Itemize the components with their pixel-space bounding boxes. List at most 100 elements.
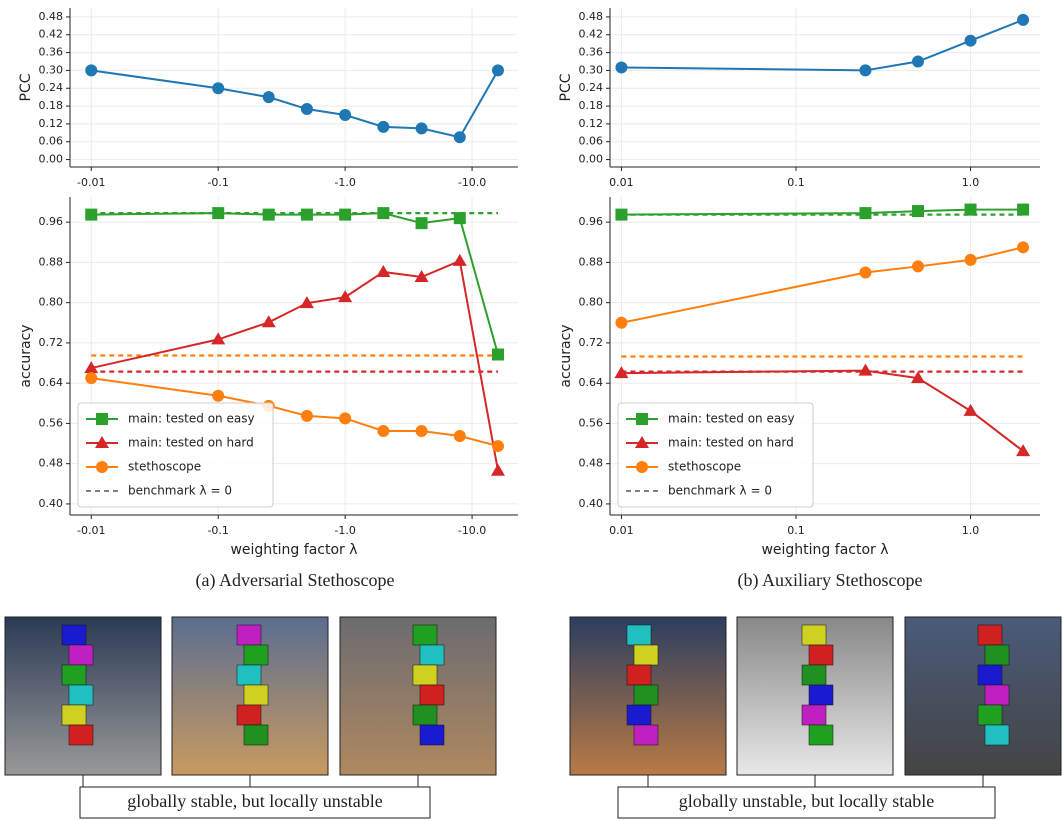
photo-cube <box>69 645 93 665</box>
y-tick-label: 0.96 <box>39 215 64 228</box>
marker <box>615 317 627 329</box>
series-line <box>621 247 1023 322</box>
y-tick-label: 0.12 <box>39 117 64 130</box>
caption: (a) Adversarial Stethoscope <box>196 570 395 591</box>
marker <box>1017 204 1029 216</box>
marker <box>212 82 224 94</box>
marker <box>615 209 627 221</box>
marker <box>859 64 871 76</box>
marker <box>454 212 466 224</box>
photo-cube <box>237 705 261 725</box>
marker <box>491 464 505 476</box>
legend-label: benchmark λ = 0 <box>128 484 232 498</box>
photo-cube <box>420 685 444 705</box>
series-line <box>621 20 1023 71</box>
photo-cube <box>627 705 651 725</box>
photo-cube <box>413 705 437 725</box>
x-tick-label: 0.01 <box>609 176 634 189</box>
y-tick-label: 0.72 <box>39 336 64 349</box>
marker <box>454 430 466 442</box>
y-axis-label: accuracy <box>558 324 574 387</box>
photo-cube <box>420 725 444 745</box>
photo-cube <box>634 645 658 665</box>
photo-cube <box>634 685 658 705</box>
y-tick-label: 0.80 <box>579 296 604 309</box>
y-tick-label: 0.12 <box>579 117 604 130</box>
x-tick-label: 1.0 <box>962 176 980 189</box>
marker <box>376 265 390 277</box>
x-tick-label: -0.1 <box>207 524 228 537</box>
marker <box>85 209 97 221</box>
x-tick-label: 1.0 <box>962 524 980 537</box>
marker <box>263 91 275 103</box>
legend-marker <box>96 413 108 425</box>
marker <box>301 410 313 422</box>
legend-label: stethoscope <box>128 460 201 474</box>
marker <box>454 131 466 143</box>
marker <box>964 404 978 416</box>
photo-cube <box>809 725 833 745</box>
y-tick-label: 0.56 <box>579 416 604 429</box>
photo-cube <box>802 625 826 645</box>
y-tick-label: 0.80 <box>39 296 64 309</box>
marker <box>301 209 313 221</box>
legend-label: benchmark λ = 0 <box>668 484 772 498</box>
y-tick-label: 0.18 <box>39 99 64 112</box>
photo-cube <box>62 625 86 645</box>
legend-label: main: tested on easy <box>128 412 255 426</box>
legend-marker <box>636 461 648 473</box>
marker <box>301 103 313 115</box>
figure: 0.000.060.120.180.240.300.360.420.48-0.0… <box>0 0 1062 820</box>
photo-cube <box>62 705 86 725</box>
y-tick-label: 0.64 <box>39 376 64 389</box>
y-tick-label: 0.42 <box>39 28 64 41</box>
marker <box>338 290 352 302</box>
marker <box>212 207 224 219</box>
legend-marker <box>636 413 648 425</box>
y-tick-label: 0.42 <box>579 28 604 41</box>
legend-label: main: tested on hard <box>668 436 794 450</box>
y-tick-label: 0.48 <box>39 10 64 23</box>
marker <box>377 121 389 133</box>
x-tick-label: -1.0 <box>334 176 355 189</box>
y-tick-label: 0.36 <box>579 46 604 59</box>
marker <box>1016 444 1030 456</box>
photo-cube <box>627 665 651 685</box>
photo-cube <box>244 685 268 705</box>
caption: (b) Auxiliary Stethoscope <box>738 570 923 591</box>
x-tick-label: -0.01 <box>77 524 105 537</box>
marker <box>262 315 276 327</box>
x-axis-label: weighting factor λ <box>761 542 888 558</box>
marker <box>212 390 224 402</box>
photo-cube <box>413 665 437 685</box>
marker <box>263 209 275 221</box>
marker <box>912 55 924 67</box>
marker <box>416 425 428 437</box>
photo-cube <box>62 665 86 685</box>
y-tick-label: 0.48 <box>579 10 604 23</box>
photo-cube <box>978 625 1002 645</box>
y-tick-label: 0.24 <box>39 81 64 94</box>
legend-label: main: tested on hard <box>128 436 254 450</box>
photo-cube <box>413 625 437 645</box>
y-tick-label: 0.64 <box>579 376 604 389</box>
image-label: globally unstable, but locally stable <box>679 791 934 811</box>
y-tick-label: 0.36 <box>39 46 64 59</box>
marker <box>912 205 924 217</box>
marker <box>492 348 504 360</box>
photo-cube <box>69 685 93 705</box>
series-line <box>621 210 1023 215</box>
y-tick-label: 0.00 <box>39 153 64 166</box>
y-tick-label: 0.72 <box>579 336 604 349</box>
legend-label: main: tested on easy <box>668 412 795 426</box>
marker <box>85 372 97 384</box>
y-axis-label: PCC <box>18 73 34 101</box>
marker <box>377 425 389 437</box>
marker <box>339 109 351 121</box>
marker <box>858 364 872 376</box>
marker <box>1017 241 1029 253</box>
y-tick-label: 0.06 <box>579 135 604 148</box>
marker <box>912 260 924 272</box>
photo-cube <box>237 625 261 645</box>
photo-cube <box>69 725 93 745</box>
